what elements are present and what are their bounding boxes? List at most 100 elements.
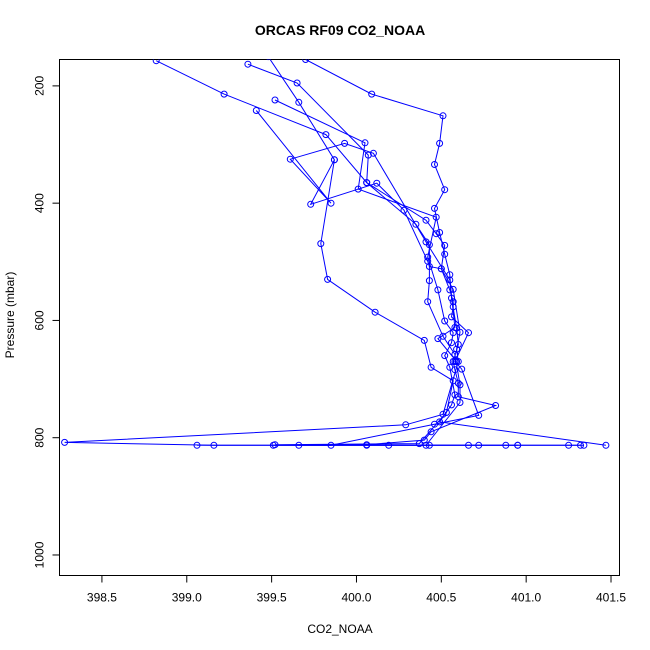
data-point: [453, 345, 461, 353]
data-point: [269, 441, 277, 449]
data-point: [434, 286, 442, 294]
data-point: [415, 440, 423, 448]
data-point: [436, 418, 444, 426]
data-point: [448, 339, 455, 347]
data-point: [317, 240, 325, 248]
data-point: [456, 399, 464, 406]
data-point: [210, 441, 218, 449]
data-point: [475, 411, 483, 419]
data-point: [286, 155, 294, 163]
data-point: [427, 363, 435, 371]
series-line-2: [155, 60, 461, 446]
data-point: [431, 204, 438, 212]
data-point: [448, 313, 455, 321]
data-point: [327, 199, 335, 207]
data-series-layer: [61, 59, 610, 449]
data-point: [322, 131, 330, 139]
data-point: [307, 200, 315, 208]
plot-frame: [59, 59, 620, 576]
series-line-5: [274, 99, 606, 446]
data-point: [449, 285, 457, 293]
data-point: [252, 107, 260, 114]
y-tick-label: 400: [33, 193, 47, 213]
x-tick-label: 400.0: [341, 591, 371, 605]
data-point: [361, 139, 369, 147]
data-point: [220, 90, 228, 98]
data-point: [271, 96, 279, 104]
data-point: [369, 149, 377, 157]
x-tick-label: 399.0: [172, 591, 202, 605]
data-point: [449, 298, 457, 306]
data-point: [456, 381, 464, 389]
series-line-4: [64, 59, 518, 446]
data-point: [465, 329, 472, 337]
data-point: [371, 308, 379, 316]
data-point: [402, 421, 410, 429]
data-point: [427, 428, 435, 436]
data-point: [295, 98, 303, 106]
data-point: [436, 139, 444, 147]
x-tick-label: 400.5: [426, 591, 456, 605]
data-point: [441, 186, 449, 194]
data-point: [456, 328, 464, 336]
data-point: [373, 179, 381, 187]
series-line-6: [255, 110, 457, 362]
data-point: [565, 441, 573, 449]
data-point: [368, 90, 376, 98]
x-tick-label: 399.5: [257, 591, 287, 605]
data-point: [354, 185, 362, 193]
data-point: [441, 250, 449, 258]
data-point: [363, 179, 371, 187]
data-point: [442, 409, 450, 416]
x-axis: 398.5 399.0 399.5 400.0 400.5 401.0 401.5: [87, 575, 626, 605]
data-point: [424, 253, 432, 261]
data-point: [441, 352, 449, 360]
y-tick-label: 200: [33, 76, 47, 96]
data-point: [458, 365, 466, 373]
data-point: [465, 441, 472, 449]
data-point: [432, 213, 440, 221]
data-point: [341, 139, 349, 147]
data-point: [453, 358, 461, 365]
data-point: [425, 277, 433, 285]
x-axis-label: CO2_NOAA: [307, 622, 372, 636]
series-line-3: [197, 63, 480, 446]
data-point: [420, 336, 428, 344]
data-point: [446, 276, 454, 284]
data-point: [439, 112, 447, 120]
x-tick-label: 401.5: [596, 591, 626, 605]
data-point: [441, 317, 449, 325]
data-point: [602, 441, 610, 449]
data-point: [451, 324, 459, 331]
data-point: [577, 441, 584, 449]
y-tick-label: 600: [33, 310, 47, 330]
data-point: [502, 441, 510, 449]
data-point: [434, 335, 442, 343]
data-point: [492, 402, 500, 409]
data-point: [385, 441, 393, 449]
y-tick-label: 1000: [33, 541, 47, 568]
data-point: [432, 230, 440, 238]
x-tick-label: 398.5: [87, 591, 117, 605]
data-point: [449, 377, 457, 385]
data-point: [422, 216, 430, 224]
data-point: [152, 59, 160, 65]
data-point: [514, 441, 522, 449]
series-line-7: [273, 159, 581, 446]
data-point: [422, 238, 430, 246]
data-point: [293, 79, 301, 87]
data-point: [441, 241, 449, 249]
y-axis-label: Pressure (mbar): [3, 272, 17, 359]
data-point: [436, 229, 444, 236]
y-axis: 200 400 600 800 1000: [33, 76, 60, 568]
data-point: [244, 60, 252, 68]
data-point: [412, 220, 420, 228]
data-point: [446, 363, 454, 371]
data-point: [431, 161, 438, 168]
data-point: [266, 59, 271, 61]
data-point: [330, 156, 338, 164]
y-tick-label: 800: [33, 427, 47, 447]
data-point: [302, 59, 310, 63]
data-point: [324, 275, 332, 283]
